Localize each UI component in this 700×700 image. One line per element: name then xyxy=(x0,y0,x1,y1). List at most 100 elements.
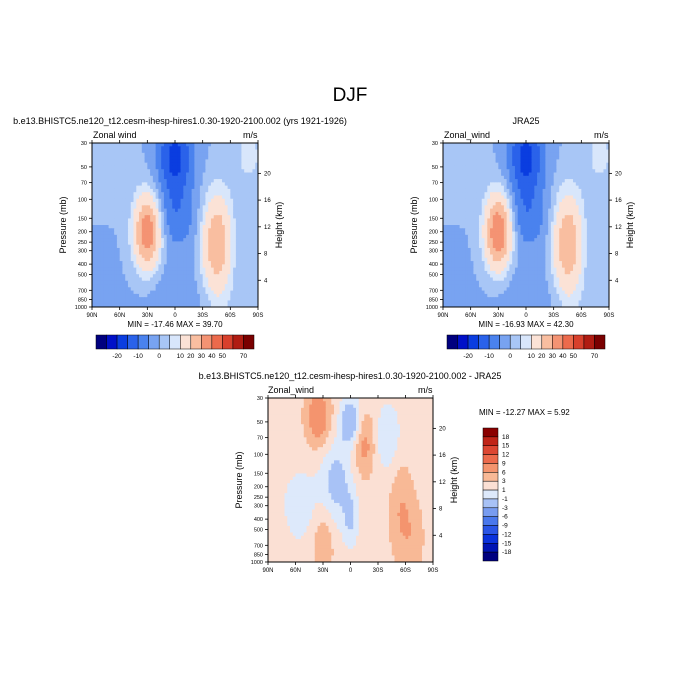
field-cell xyxy=(241,244,245,249)
field-cell xyxy=(456,159,461,164)
field-cell xyxy=(600,149,604,154)
field-cell xyxy=(597,205,602,210)
field-cell xyxy=(235,152,240,157)
field-cell xyxy=(188,297,193,301)
field-cell xyxy=(122,270,126,275)
field-cell xyxy=(114,172,118,177)
field-cell xyxy=(188,215,193,219)
field-cell xyxy=(559,149,563,154)
field-cell xyxy=(586,159,591,164)
field-cell xyxy=(523,143,527,147)
field-cell xyxy=(105,149,110,154)
field-cell xyxy=(122,208,126,213)
field-cell xyxy=(136,208,140,213)
field-cell xyxy=(103,303,107,308)
field-cell xyxy=(238,264,242,269)
field-cell xyxy=(603,152,607,157)
field-cell xyxy=(216,159,220,164)
field-cell xyxy=(191,247,195,252)
field-cell xyxy=(241,146,245,151)
field-cell xyxy=(553,198,557,203)
field-cell xyxy=(152,192,157,196)
field-cell xyxy=(158,156,162,160)
field-cell xyxy=(246,188,251,193)
field-cell xyxy=(470,182,474,187)
field-cell xyxy=(166,241,170,246)
field-cell xyxy=(144,195,148,200)
field-cell xyxy=(114,238,118,242)
field-cell xyxy=(462,208,466,213)
field-cell xyxy=(194,261,198,265)
field-cell xyxy=(603,146,607,151)
field-cell xyxy=(111,290,115,295)
field-cell xyxy=(219,192,223,196)
field-cell xyxy=(473,208,477,213)
field-cell xyxy=(141,215,146,219)
field-cell xyxy=(169,182,173,187)
field-cell xyxy=(249,211,253,216)
field-cell xyxy=(108,192,112,196)
field-cell xyxy=(210,264,215,269)
field-cell xyxy=(191,152,195,157)
field-cell xyxy=(603,175,607,180)
field-cell xyxy=(97,247,101,252)
field-cell xyxy=(470,143,474,147)
field-cell xyxy=(514,192,519,196)
field-cell xyxy=(473,143,477,147)
field-cell xyxy=(506,156,510,160)
field-cell xyxy=(213,280,217,285)
field-cell xyxy=(166,195,170,200)
field-cell xyxy=(235,287,240,292)
field-cell xyxy=(595,185,599,190)
field-cell xyxy=(227,238,231,242)
field-cell xyxy=(459,195,463,200)
field-cell xyxy=(119,192,123,196)
field-cell xyxy=(177,169,182,174)
field-cell xyxy=(111,182,115,187)
field-cell xyxy=(194,274,198,278)
field-cell xyxy=(490,152,494,157)
field-cell xyxy=(100,172,104,177)
field-cell xyxy=(570,192,574,196)
field-cell xyxy=(467,218,472,223)
field-cell xyxy=(567,175,571,180)
field-cell xyxy=(222,297,226,301)
field-cell xyxy=(597,152,602,157)
field-cell xyxy=(589,198,593,203)
field-cell xyxy=(495,169,499,174)
field-cell xyxy=(150,264,154,269)
field-cell xyxy=(199,238,204,242)
field-cell xyxy=(255,277,259,282)
field-cell xyxy=(498,215,502,219)
field-cell xyxy=(465,231,469,236)
field-cell xyxy=(451,238,455,242)
field-cell xyxy=(169,221,173,226)
field-cell xyxy=(169,244,173,249)
field-cell xyxy=(111,152,115,157)
field-cell xyxy=(122,267,126,272)
field-cell xyxy=(567,172,571,177)
field-cell xyxy=(119,290,123,295)
field-cell xyxy=(235,280,240,285)
field-cell xyxy=(473,175,477,180)
field-cell xyxy=(561,198,566,203)
field-cell xyxy=(100,152,104,157)
field-cell xyxy=(197,182,201,187)
field-cell xyxy=(539,159,544,164)
field-cell xyxy=(105,169,110,174)
field-cell xyxy=(603,149,607,154)
field-cell xyxy=(210,228,215,233)
field-cell xyxy=(578,231,582,236)
field-cell xyxy=(542,211,546,216)
field-cell xyxy=(92,241,96,246)
height-tick-label: 8 xyxy=(264,252,268,258)
field-cell xyxy=(194,254,198,259)
field-cell xyxy=(125,202,129,206)
field-cell xyxy=(473,195,477,200)
field-cell xyxy=(443,195,447,200)
field-cell xyxy=(233,293,237,298)
field-cell xyxy=(578,172,582,177)
field-cell xyxy=(244,270,248,275)
field-cell xyxy=(503,218,508,223)
field-cell xyxy=(175,211,179,216)
